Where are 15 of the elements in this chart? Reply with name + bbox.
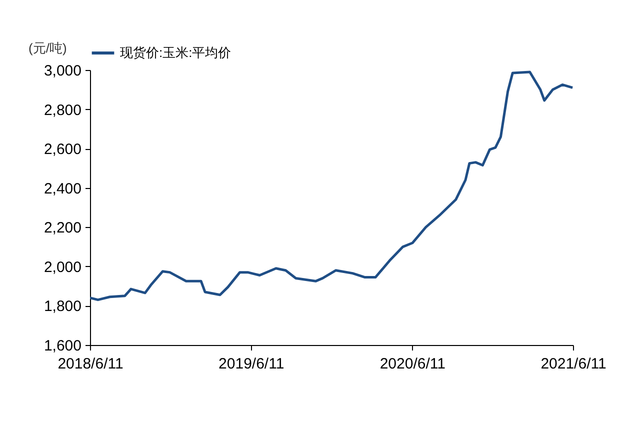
y-tick-label: 2,400 xyxy=(44,180,82,198)
x-tick-label: 2021/6/11 xyxy=(540,356,606,372)
y-tick-label: 2,000 xyxy=(44,258,82,276)
x-tick-label: 2018/6/11 xyxy=(58,356,124,372)
x-tick-label: 2020/6/11 xyxy=(380,356,446,372)
y-tick-label: 1,600 xyxy=(44,338,82,354)
line-series xyxy=(90,70,573,302)
x-tick-label: 2019/6/11 xyxy=(218,356,284,372)
y-tick-label: 3,000 xyxy=(44,62,82,80)
legend-label: 现货价:玉米:平均价 xyxy=(120,45,232,60)
y-tick-label: 2,600 xyxy=(44,141,82,158)
y-axis-title: (元/吨) xyxy=(28,40,67,56)
y-tick-label: 2,200 xyxy=(44,220,82,237)
y-tick-label: 1,800 xyxy=(44,298,82,316)
y-tick-label: 2,800 xyxy=(44,102,82,119)
